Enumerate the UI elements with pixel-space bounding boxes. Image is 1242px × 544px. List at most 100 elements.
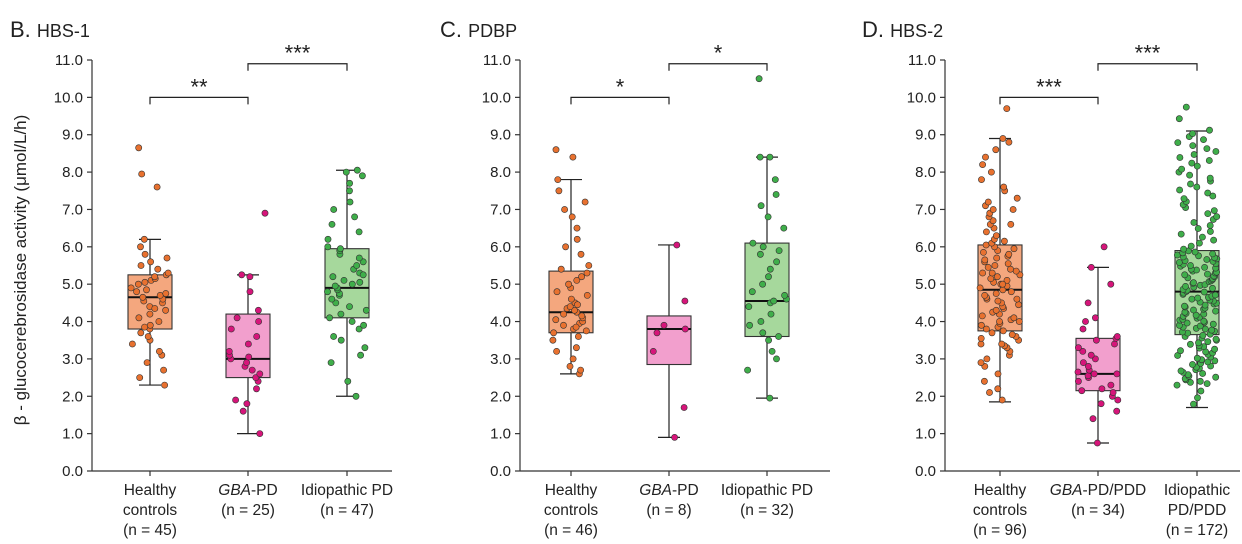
y-tick-label: 8.0 [490,164,511,181]
data-point [1084,372,1092,380]
y-tick-label: 9.0 [62,127,83,144]
data-point [1175,259,1183,266]
data-point [256,370,264,378]
data-point [138,170,146,178]
data-point [1200,136,1207,143]
y-tick-label: 11.0 [483,52,511,69]
data-point [1206,174,1214,182]
data-point [243,359,250,366]
y-tick-label: 5.0 [490,276,511,293]
data-point [1075,377,1082,385]
data-point [239,407,247,415]
group-gba: GBA-PD (n = 25) [218,209,278,519]
data-point [994,385,1002,393]
data-point [1084,299,1092,307]
data-point [993,254,1001,262]
data-point [555,187,563,195]
data-point [151,305,159,312]
data-point [243,400,251,408]
y-tick-label: 11.0 [55,52,83,69]
group-healthy: Healthy controls (n = 45) [123,144,177,539]
data-point [253,385,260,393]
data-point [748,288,756,296]
category-label: (n = 32) [740,502,794,519]
data-point [577,250,585,258]
data-point [780,224,788,232]
data-point [143,286,150,294]
significance-bracket: *** [999,74,1099,105]
data-point [759,243,767,251]
data-point [772,191,780,198]
data-point [1199,233,1206,241]
data-point [1109,389,1117,396]
data-point [983,355,991,363]
data-point [1114,396,1122,404]
data-point [336,245,344,253]
significance-label: *** [1135,41,1161,66]
data-point [755,75,763,83]
y-tick-label: 8.0 [62,164,83,181]
data-point [1180,245,1187,253]
data-point [1176,154,1184,161]
data-point [673,241,681,249]
data-point [992,146,1000,154]
data-point [980,248,987,256]
data-point [568,295,575,303]
data-point [978,312,986,320]
data-point [983,228,990,236]
data-point [1113,407,1121,415]
significance-bracket: * [668,41,768,71]
data-point [337,336,345,344]
y-axis-title: β - glucocerebrosidase activity (μmol/L/… [11,115,30,426]
y-tick-label: 10.0 [907,89,936,106]
data-point [571,306,578,314]
data-point [1005,250,1013,258]
data-point [361,344,369,352]
data-point [581,198,589,206]
data-point [573,344,580,352]
category-label: Idiopathic [1164,482,1231,499]
y-tick-label: 2.0 [915,388,936,405]
panels: B. HBS-1 0.0 1.0 2.0 3.0 4.0 5.0 6.0 7.0 8.0 9.0 10… [10,17,1240,539]
data-point [585,262,593,269]
category-label: GBA-PD [639,482,698,499]
data-point [649,347,657,355]
y-tick-label: 10.0 [54,89,83,106]
panel-name: PDBP [468,21,517,41]
data-point [1203,145,1211,152]
data-point [560,310,567,318]
data-point [566,303,574,310]
data-point [144,333,152,340]
data-point [162,290,170,297]
data-point [1007,288,1015,296]
data-point [660,321,668,329]
data-point [552,316,560,324]
data-point [759,329,767,337]
data-point [143,359,151,366]
data-point [161,381,168,389]
data-point [549,336,557,344]
data-point [1093,336,1100,344]
data-point [261,209,269,217]
data-point [127,284,135,292]
data-point [979,269,986,277]
data-point [1205,157,1213,164]
data-point [1211,357,1219,365]
data-point [757,318,765,325]
y-tick-label: 11.0 [908,52,936,69]
data-point [1173,381,1181,389]
data-point [1113,370,1121,378]
category-label-italic: GBA [1050,482,1083,499]
data-point [993,232,1000,239]
data-point [1190,279,1197,287]
data-point [256,430,264,437]
data-point [1201,263,1208,271]
data-point [140,235,148,243]
data-point [1210,236,1217,244]
data-point [757,202,765,210]
data-point [353,262,361,269]
category-label-italic: GBA [218,482,251,499]
data-point [976,284,984,292]
y-tick-label: 0.0 [62,463,83,480]
data-point [982,153,989,161]
